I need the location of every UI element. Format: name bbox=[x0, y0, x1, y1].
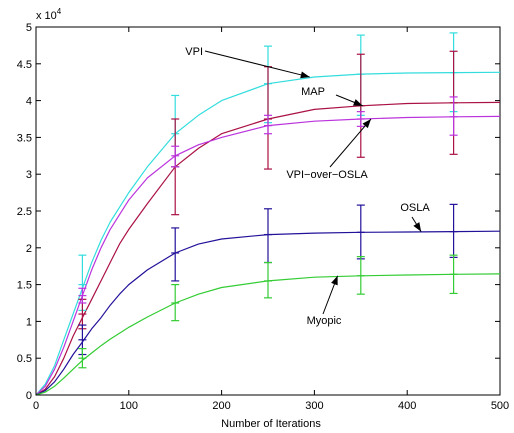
series-line-myopic bbox=[35, 273, 501, 396]
errorbar-myopic bbox=[356, 256, 365, 295]
y-tick-label: 4.5 bbox=[17, 59, 32, 71]
y-tick-label: 0.5 bbox=[17, 353, 32, 365]
errorbar-myopic bbox=[78, 348, 87, 369]
annotation-label-vpi-over-osla: VPI−over−OSLA bbox=[286, 169, 368, 181]
errorbar-vpi-over-osla bbox=[449, 96, 458, 136]
error-bars bbox=[78, 32, 458, 369]
y-tick-label: 3.5 bbox=[17, 132, 32, 144]
x-tick-label: 400 bbox=[398, 400, 416, 412]
y-tick-label: 2.5 bbox=[17, 206, 32, 218]
series-lines bbox=[35, 71, 501, 396]
axis-ticks: 0 100 200 300 400 500 0 0.5 1 1.5 2 2.5 3 3.5 4 4.5 5 bbox=[17, 22, 509, 412]
annotation-label-osla: OSLA bbox=[400, 202, 430, 214]
errorbar-osla bbox=[171, 227, 180, 282]
errorbar-vpi-over-osla bbox=[171, 145, 180, 168]
y-tick-label: 3 bbox=[26, 169, 32, 181]
annotation-arrowhead-myopic bbox=[331, 275, 338, 286]
errorbar-map bbox=[356, 53, 365, 158]
errorbar-vpi-over-osla bbox=[356, 111, 365, 127]
series-line-vpi-over-osla bbox=[35, 115, 501, 396]
x-tick-label: 100 bbox=[120, 400, 138, 412]
series-line-map bbox=[35, 101, 501, 396]
annotation-arrowhead-vpi bbox=[300, 71, 310, 79]
errorbar-myopic bbox=[264, 261, 272, 299]
series-line-osla bbox=[35, 230, 501, 396]
annotation-label-myopic: Myopic bbox=[307, 315, 342, 327]
y-tick-label: 0 bbox=[26, 390, 32, 402]
y-tick-label: 2 bbox=[26, 243, 32, 255]
annotation-arrow-vpi bbox=[204, 50, 310, 78]
annotation-label-map: MAP bbox=[301, 86, 325, 98]
annotation-arrowhead-vpi-over-osla bbox=[362, 119, 372, 129]
x-axis-label: Number of Iterations bbox=[221, 418, 321, 430]
y-tick-label: 1 bbox=[26, 316, 32, 328]
errorbar-vpi-over-osla bbox=[78, 287, 87, 304]
series-line-vpi bbox=[35, 71, 501, 396]
y-tick-label: 5 bbox=[26, 22, 32, 34]
y-multiplier-exponent: 4 bbox=[57, 7, 62, 16]
annotation-label-vpi: VPI bbox=[185, 46, 203, 58]
annotation-arrowhead-osla bbox=[413, 222, 422, 232]
errorbar-myopic bbox=[449, 254, 458, 295]
errorbar-vpi-over-osla bbox=[264, 114, 272, 135]
annotation-arrowhead-map bbox=[353, 99, 363, 106]
annotations: VPI MAP VPI−over−OSLA OSLA Myopic bbox=[185, 46, 430, 327]
y-tick-label: 1.5 bbox=[17, 280, 32, 292]
x-tick-label: 300 bbox=[305, 400, 323, 412]
x-tick-label: 500 bbox=[491, 400, 509, 412]
x-tick-label: 0 bbox=[33, 400, 39, 412]
annotation-arrow-vpi-over-osla bbox=[329, 118, 372, 168]
errorbar-myopic bbox=[171, 284, 180, 322]
y-tick-label: 4 bbox=[26, 96, 32, 108]
y-multiplier-label: x 104 bbox=[36, 7, 62, 22]
x-tick-label: 200 bbox=[212, 400, 230, 412]
